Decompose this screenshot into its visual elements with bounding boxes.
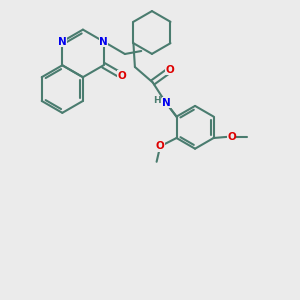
Text: O: O: [227, 131, 236, 142]
Text: H: H: [153, 96, 161, 105]
Text: N: N: [99, 37, 108, 46]
Text: O: O: [118, 71, 126, 81]
Text: N: N: [58, 37, 67, 46]
Text: N: N: [162, 98, 171, 108]
Text: O: O: [156, 141, 164, 151]
Text: O: O: [166, 65, 174, 75]
